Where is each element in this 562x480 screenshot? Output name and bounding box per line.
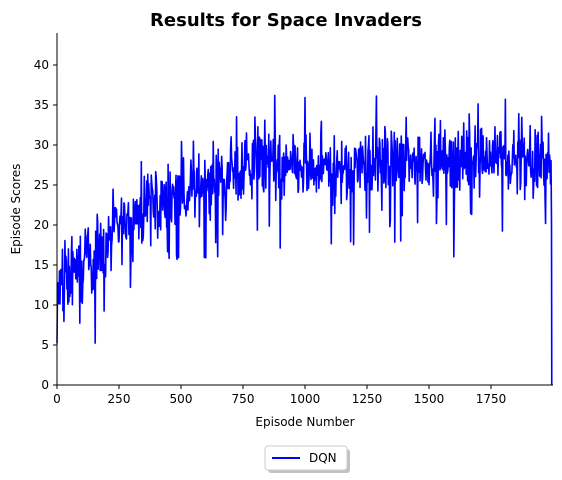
y-tick-label: 35 <box>34 98 49 112</box>
chart-title: Results for Space Invaders <box>150 10 422 31</box>
x-tick-label: 500 <box>170 392 193 406</box>
y-tick-label: 15 <box>34 258 49 272</box>
y-tick-label: 5 <box>41 338 49 352</box>
x-axis-label: Episode Number <box>255 415 354 429</box>
y-tick-label: 0 <box>41 378 49 392</box>
series-line-dqn <box>56 94 553 386</box>
y-tick-label: 25 <box>34 178 49 192</box>
plot-area <box>56 94 553 386</box>
y-axis-label: Episode Scores <box>9 164 23 255</box>
x-tick-label: 1000 <box>290 392 321 406</box>
y-tick-label: 40 <box>34 58 49 72</box>
legend: DQN <box>264 445 350 473</box>
y-tick-label: 30 <box>34 138 49 152</box>
y-tick-label: 20 <box>34 218 49 232</box>
x-tick-label: 250 <box>108 392 131 406</box>
x-tick-label: 1750 <box>476 392 507 406</box>
y-tick-label: 10 <box>34 298 49 312</box>
x-tick-label: 1500 <box>414 392 445 406</box>
x-tick-label: 1250 <box>352 392 383 406</box>
x-tick-label: 750 <box>232 392 255 406</box>
x-tick-label: 0 <box>53 392 61 406</box>
x-axis-ticks: 0 250 500 750 1000 1250 1500 1750 <box>53 385 506 406</box>
legend-box <box>264 445 348 471</box>
y-axis-ticks: 0 5 10 15 20 25 30 35 40 <box>34 58 57 392</box>
legend-label-dqn: DQN <box>309 451 337 465</box>
